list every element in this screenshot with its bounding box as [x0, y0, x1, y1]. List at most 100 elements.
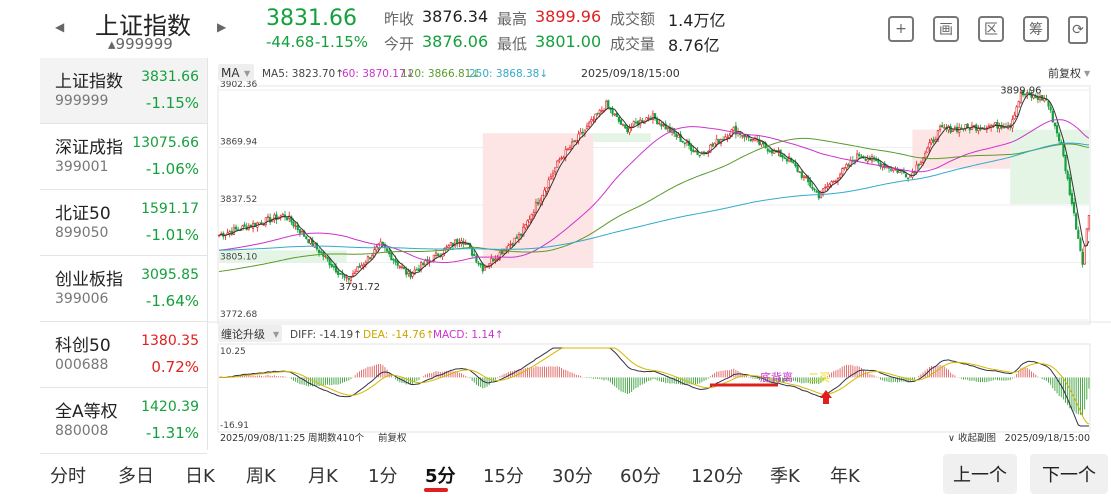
- candle: [392, 258, 395, 261]
- item-name: 深证成指: [55, 138, 123, 158]
- candle: [502, 249, 506, 254]
- tab-period[interactable]: 120分: [691, 466, 744, 487]
- tab-period[interactable]: 多日: [118, 466, 154, 487]
- prev-stock-arrow[interactable]: ◀: [55, 20, 65, 34]
- candle: [456, 239, 459, 244]
- candle: [653, 113, 657, 120]
- candle: [473, 254, 476, 257]
- candle: [751, 138, 754, 141]
- candle: [926, 147, 929, 153]
- watchlist-item[interactable]: 创业板指 399006 3095.85 -1.64%: [40, 256, 207, 322]
- tab-period[interactable]: 季K: [770, 466, 800, 487]
- candle: [611, 108, 614, 115]
- candle: [366, 256, 370, 264]
- candle: [324, 255, 327, 258]
- candle: [811, 186, 814, 190]
- candle: [824, 186, 827, 189]
- candle: [385, 248, 389, 252]
- tab-period[interactable]: 日K: [185, 466, 215, 487]
- tab-period[interactable]: 年K: [830, 466, 860, 487]
- candle: [1038, 95, 1042, 101]
- item-price: 3095.85: [141, 267, 199, 283]
- tab-period[interactable]: 30分: [552, 466, 593, 487]
- candle: [594, 113, 597, 120]
- candle: [560, 157, 563, 159]
- prev-button[interactable]: 上一个: [943, 454, 1017, 494]
- candle: [515, 236, 518, 239]
- candle: [998, 125, 1001, 130]
- candle: [860, 156, 863, 158]
- candle: [898, 170, 901, 173]
- tab-period[interactable]: 60分: [620, 466, 661, 487]
- watchlist-item[interactable]: 上证指数 999999 3831.66 -1.15%: [40, 58, 207, 124]
- candle: [683, 142, 686, 145]
- item-price: 1380.35: [141, 333, 199, 349]
- candle: [794, 163, 797, 167]
- tab-period[interactable]: 分时: [50, 466, 86, 487]
- candle: [345, 276, 348, 279]
- chip-icon[interactable]: 筹: [1023, 16, 1049, 42]
- candle: [938, 125, 942, 130]
- candle: [966, 123, 969, 128]
- watchlist-item[interactable]: 深证成指 399001 13075.66 -1.06%: [40, 124, 207, 190]
- candle: [275, 214, 278, 221]
- candle: [1011, 119, 1014, 129]
- candle: [828, 184, 831, 187]
- tab-period[interactable]: 月K: [308, 466, 338, 487]
- candle: [1026, 92, 1029, 95]
- adjust-selector: 前复权: [1048, 66, 1081, 80]
- diff-line: [219, 347, 1089, 427]
- add-icon[interactable]: +: [888, 16, 914, 42]
- draw-icon[interactable]: 画: [933, 16, 959, 42]
- candle: [845, 164, 848, 168]
- next-button[interactable]: 下一个: [1030, 454, 1108, 494]
- buy-arrow-icon: [820, 390, 832, 404]
- candle: [513, 237, 516, 245]
- item-name: 科创50: [55, 336, 111, 356]
- watchlist-item[interactable]: 科创50 000688 1380.35 0.72%: [40, 322, 207, 388]
- watchlist-sidebar: 上证指数 999999 3831.66 -1.15% 深证成指 399001 13075.6…: [40, 58, 208, 454]
- candle: [264, 217, 267, 225]
- item-name: 全A等权: [55, 402, 118, 422]
- start-date-label: 2025/09/08/11:25: [220, 433, 305, 444]
- macd-legend: MACD: 1.14↑: [433, 329, 504, 341]
- candle: [349, 276, 353, 281]
- candle: [1081, 251, 1084, 265]
- tab-period[interactable]: 5分: [425, 466, 456, 487]
- item-name: 北证50: [55, 204, 111, 224]
- candle: [320, 251, 323, 253]
- candle: [294, 225, 297, 228]
- macd-frame: [217, 343, 1091, 433]
- tab-period[interactable]: 1分: [368, 466, 398, 487]
- candle: [907, 177, 910, 180]
- watchlist-item[interactable]: 全A等权 880008 1420.39 -1.31%: [40, 388, 207, 454]
- tab-underline: [424, 488, 448, 492]
- candle: [722, 139, 725, 141]
- dropdown-icon: ▼: [244, 69, 251, 78]
- item-pct: -1.01%: [145, 226, 199, 244]
- zone-icon[interactable]: 区: [978, 16, 1004, 42]
- candle: [509, 243, 512, 246]
- dropdown-icon: ▼: [1084, 69, 1091, 78]
- dea-line: [219, 347, 1090, 425]
- candle: [760, 141, 763, 146]
- next-stock-arrow[interactable]: ▶: [217, 20, 227, 34]
- tab-period[interactable]: 周K: [246, 466, 276, 487]
- candle: [645, 117, 648, 121]
- candle: [1017, 101, 1020, 108]
- collapse-subchart-button[interactable]: ∨ 收起副图: [948, 432, 996, 444]
- candle: [375, 246, 378, 251]
- y-tick-label: 3869.94: [220, 138, 257, 148]
- candle: [339, 273, 342, 275]
- y-tick-label: 3837.52: [220, 195, 257, 205]
- watchlist-item[interactable]: 北证50 899050 1591.17 -1.01%: [40, 190, 207, 256]
- candle: [573, 140, 576, 142]
- header: ◀ 上证指数 ▴999999 ▶ 3831.66 -44.68 -1.15% 昨…: [0, 0, 1111, 58]
- tab-period[interactable]: 15分: [483, 466, 524, 487]
- candle: [528, 219, 531, 223]
- candle: [1085, 228, 1088, 246]
- candle: [734, 125, 737, 135]
- rotate-icon[interactable]: ⟳: [1068, 16, 1088, 44]
- stat-value: 3899.96: [535, 7, 602, 26]
- kline-chart[interactable]: 3902.36 3869.94 3837.52 3805.10 3772.68 3899.…: [208, 58, 1111, 450]
